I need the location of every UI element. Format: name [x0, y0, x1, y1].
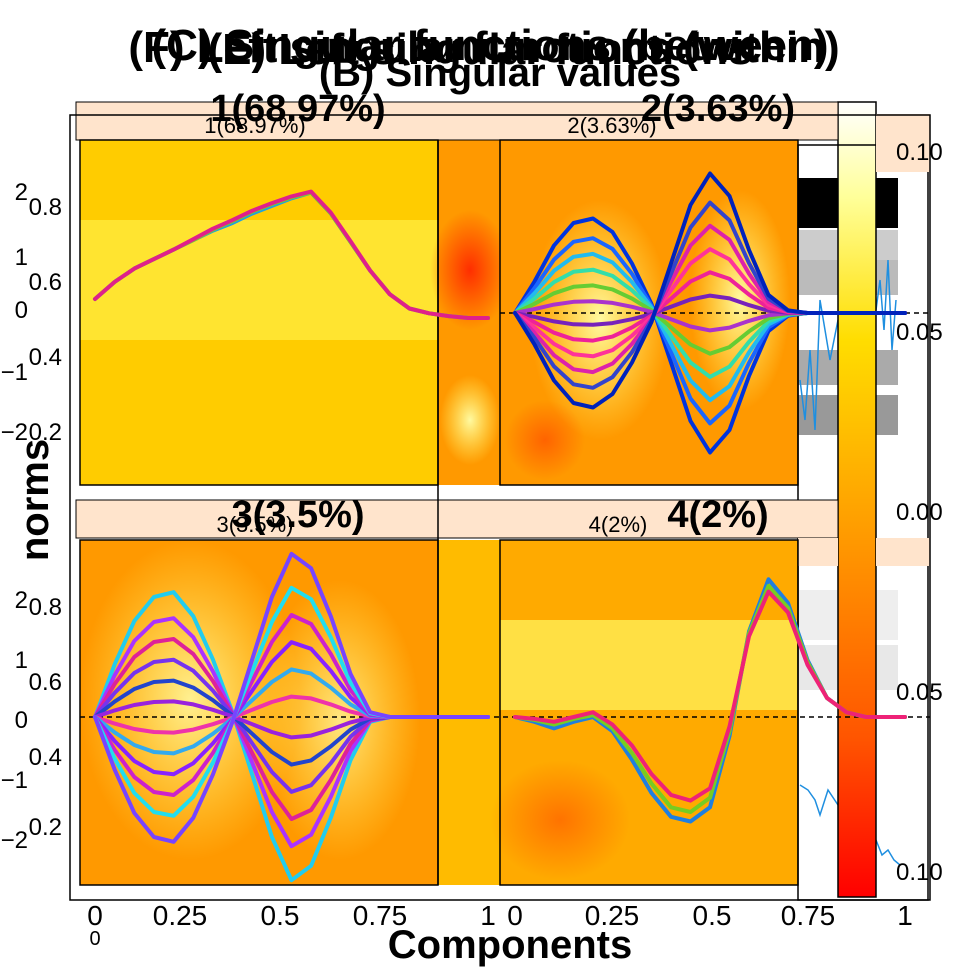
middle-light-blob: [440, 375, 500, 465]
right-blue-trace-top-2: [875, 259, 897, 351]
strip-row-2: [75, 499, 839, 539]
y-tick-bottom-3: −1: [1, 767, 28, 794]
strip-right-2: [876, 538, 930, 566]
y-tick-top-0: 2: [15, 179, 28, 206]
strip-3-bold: 3(3.5%): [231, 494, 364, 536]
title-c: (C) Singular functions (between): [151, 21, 828, 70]
panel-2-hot: [505, 400, 585, 480]
panel-2-light-1: [530, 200, 670, 440]
panel-4-band: [500, 620, 798, 710]
panel-2-series-11: [513, 171, 907, 410]
strips: [75, 101, 930, 566]
outer-frame: [69, 114, 931, 901]
right-blue-trace-bottom: [799, 784, 839, 818]
panel-1-series-2: [93, 189, 490, 320]
y-axis-label: norms: [13, 439, 57, 561]
right-blue-trace-top: [799, 299, 839, 431]
panel-4-hot: [490, 760, 630, 880]
y-tick-bottom-4: −2: [1, 827, 28, 854]
y-tick-bottom-0: 2: [15, 587, 28, 614]
y-tick-bottom-2: 0: [15, 707, 28, 734]
right-tick-1: 0.05: [896, 319, 943, 346]
x-tick-right-4: 1: [897, 900, 913, 931]
strip-2-bold: 2(3.63%): [641, 88, 795, 130]
y2-tick-bottom-1: 0.6: [29, 669, 62, 696]
x-axis-label: Components: [388, 923, 632, 967]
strip-1-small: 1(68.97%): [204, 113, 306, 138]
strip-3-small: 3(3.5%): [216, 512, 293, 537]
y-tick-bottom-1: 1: [15, 647, 28, 674]
y2-tick-top-2: 0.4: [29, 344, 62, 371]
x-tick-left-1: 0.25: [153, 900, 208, 931]
strip-right-1: [876, 114, 930, 172]
y-tick-top-3: −1: [1, 359, 28, 386]
y2-tick-top-1: 0.6: [29, 269, 62, 296]
strip-right-3: [798, 538, 838, 566]
x-tick-left-0: 0: [87, 900, 103, 931]
x-tick-right-3: 0.75: [781, 900, 836, 931]
colorbar: [837, 101, 877, 898]
x-tick-right-1: 0.25: [585, 900, 640, 931]
title-b: (B) Singular values: [319, 51, 681, 95]
y-tick-top-4: −2: [1, 419, 28, 446]
right-tick-3: 0.05: [896, 679, 943, 706]
titles: (F) Left singular functions (within) (C)…: [128, 21, 839, 95]
title-f: (F) Left singular functions (within): [128, 23, 839, 72]
strip-labels: 1(68.97%) 1(68.97%) 2(3.63%) 2(3.63%) 3(…: [204, 88, 795, 537]
zero-lines: [80, 312, 930, 718]
right-tick-2: 0.00: [896, 499, 943, 526]
title-e: (E) Left singular functions: [207, 25, 752, 74]
right-tick-4: 0.10: [896, 859, 943, 886]
panel-middle-bottom-bg: [438, 540, 500, 885]
panel-1-band: [80, 220, 438, 340]
panel-4-series-2: [513, 589, 907, 803]
y-tick-top-1: 1: [15, 244, 28, 271]
panel-3-series-11: [93, 551, 490, 844]
y2-tick-bottom-0: 0.8: [29, 594, 62, 621]
y2-tick-top-3: 0.2: [29, 419, 62, 446]
x-tick-left-2: 0.5: [261, 900, 300, 931]
middle-hot-blob: [430, 210, 510, 330]
x-tick-right-2: 0.5: [693, 900, 732, 931]
panel-4-frame: [499, 539, 799, 886]
x-tick-right-0: 0: [507, 900, 523, 931]
curves: [93, 171, 907, 883]
y2-tick-bottom-2: 0.4: [29, 744, 62, 771]
strip-4-small: 4(2%): [589, 512, 648, 537]
right-side-panels: [797, 101, 929, 901]
x-tick-left-4: 1: [480, 900, 496, 931]
strip-row-1: [75, 101, 839, 141]
right-blue-trace-bottom-2: [875, 839, 901, 866]
strip-1-bold: 1(68.97%): [210, 88, 385, 130]
strip-4-bold: 4(2%): [667, 494, 768, 536]
y-tick-top-2: 0: [15, 297, 28, 324]
x-tick-left-3: 0.75: [353, 900, 408, 931]
x-tick-small-0: 0: [89, 928, 100, 950]
right-tick-0: 0.10: [896, 139, 943, 166]
y2-tick-bottom-3: 0.2: [29, 814, 62, 841]
strip-2-small: 2(3.63%): [567, 113, 656, 138]
y2-tick-top-0: 0.8: [29, 194, 62, 221]
